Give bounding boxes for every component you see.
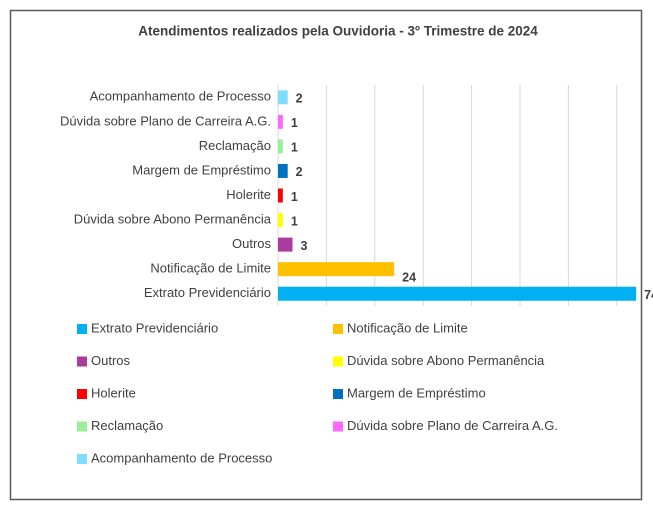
data-label: 1	[291, 116, 298, 130]
data-label: 2	[296, 165, 303, 179]
legend-label: Extrato Previdenciário	[91, 320, 218, 335]
bar	[278, 213, 283, 228]
legend-swatch	[77, 389, 87, 399]
data-label: 1	[291, 214, 298, 228]
data-label: 74	[644, 288, 653, 302]
data-label: 1	[291, 190, 298, 204]
legend-swatch	[333, 356, 343, 367]
data-label: 3	[301, 239, 308, 253]
y-tick-label: Outros	[232, 236, 272, 251]
bar	[278, 114, 283, 129]
legend-label: Notificação de Limite	[347, 320, 468, 335]
legend-label: Dúvida sobre Plano de Carreira A.G.	[347, 418, 558, 433]
chart-title: Atendimentos realizados pela Ouvidoria -…	[138, 24, 538, 39]
data-label: 24	[402, 270, 416, 284]
legend-swatch	[77, 421, 87, 432]
y-tick-label: Notificação de Limite	[150, 261, 271, 276]
legend-swatch	[77, 324, 87, 334]
bar	[278, 139, 283, 154]
y-tick-label: Dúvida sobre Abono Permanência	[74, 211, 272, 226]
legend-label: Reclamação	[91, 418, 163, 433]
data-label: 2	[296, 92, 303, 106]
bar	[278, 237, 293, 252]
bar	[278, 286, 637, 301]
bar	[278, 262, 395, 277]
bar	[278, 188, 283, 203]
legend-swatch	[333, 421, 343, 432]
legend-label: Outros	[91, 353, 131, 368]
legend-swatch	[333, 324, 343, 334]
y-tick-label: Dúvida sobre Plano de Carreira A.G.	[60, 113, 271, 128]
y-tick-label: Holerite	[226, 187, 271, 202]
y-tick-label: Reclamação	[199, 138, 271, 153]
bar	[278, 90, 288, 105]
legend-swatch	[333, 389, 343, 399]
legend-swatch	[77, 454, 87, 464]
legend-label: Holerite	[91, 385, 136, 400]
bar	[278, 163, 288, 178]
legend-swatch	[77, 356, 87, 367]
legend-label: Dúvida sobre Abono Permanência	[347, 353, 545, 368]
data-label: 1	[291, 141, 298, 155]
y-tick-label: Extrato Previdenciário	[144, 285, 271, 300]
legend-label: Margem de Empréstimo	[347, 385, 486, 400]
y-tick-label: Acompanhamento de Processo	[90, 89, 271, 104]
legend-label: Acompanhamento de Processo	[91, 450, 272, 465]
y-tick-label: Margem de Empréstimo	[132, 162, 271, 177]
